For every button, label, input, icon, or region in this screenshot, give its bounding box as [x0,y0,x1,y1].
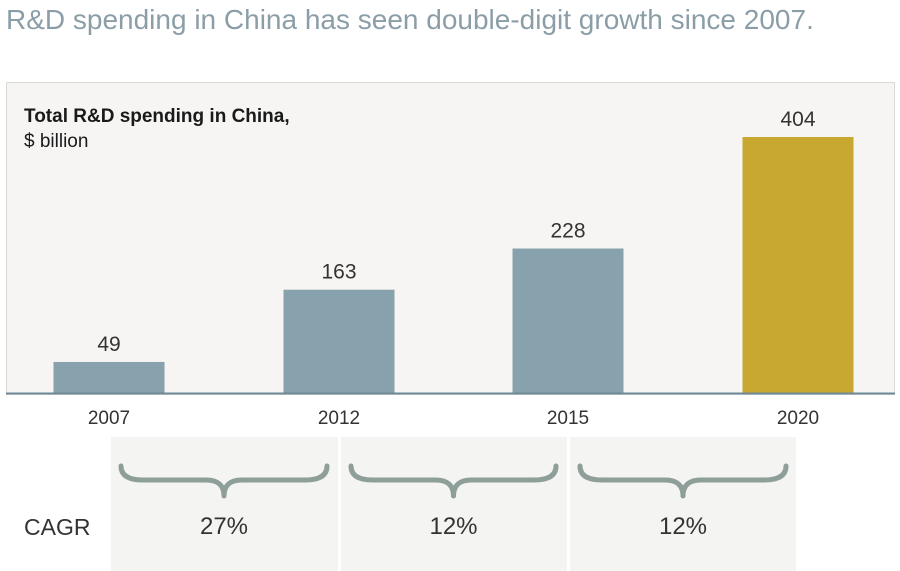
tick-labels-layer: 2007 2012 2015 2020 [88,408,819,429]
cagr-brace-1 [118,463,330,499]
x-tick-2015: 2015 [547,408,589,429]
cagr-value-1: 27% [200,513,248,540]
bar-2015 [512,248,624,393]
cagr-brace-3 [577,463,789,499]
data-label-2015: 228 [550,220,585,243]
cagr-column-1 [111,437,338,571]
x-tick-2007: 2007 [88,408,130,429]
cagr-value-3: 12% [659,513,707,540]
data-label-2020: 404 [780,108,815,131]
cagr-brace-2 [348,463,559,499]
chart-unit-text: $ billion [24,131,89,152]
cagr-value-2: 12% [429,513,477,540]
data-label-2007: 49 [97,333,120,356]
cagr-label: CAGR [24,514,91,540]
x-tick-2012: 2012 [318,408,360,429]
x-tick-2020: 2020 [777,408,819,429]
bar-2012 [283,289,395,393]
chart-title: Total R&D spending in China, $ billion [24,104,290,154]
cagr-column-3 [570,437,796,571]
data-label-2012: 163 [321,261,356,284]
bar-2020 [742,137,854,393]
cagr-braces-layer: 27% 12% 12% [118,463,789,540]
bars-layer: 49 163 228 404 [53,108,854,393]
cagr-column-2 [341,437,567,571]
bar-2007 [53,361,165,393]
chart-title-text: Total R&D spending in China, [24,106,290,127]
page-headline: R&D spending in China has seen double-di… [6,4,814,35]
